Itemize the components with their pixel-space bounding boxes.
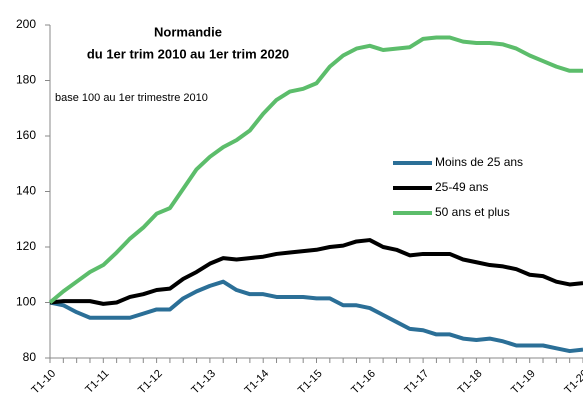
line-series <box>48 35 583 305</box>
x-tick-label: T1-19 <box>509 368 538 397</box>
chart-title: Normandie <box>154 24 222 39</box>
chart-subtitle: du 1er trim 2010 au 1er trim 2020 <box>87 46 289 61</box>
y-tick-label: 80 <box>23 350 37 364</box>
annotation: base 100 au 1er trimestre 2010 <box>55 92 208 104</box>
x-tick-label: T1-16 <box>349 368 378 397</box>
legend-label: 25-49 ans <box>435 180 488 194</box>
legend-label: Moins de 25 ans <box>435 155 523 169</box>
y-tick-label: 200 <box>16 17 36 31</box>
legend-label: 50 ans et plus <box>435 205 510 219</box>
x-tick-label: T1-15 <box>296 368 325 397</box>
x-tick-label: T1-14 <box>243 368 272 397</box>
x-tick-label: T1-17 <box>402 368 431 397</box>
x-tick-label: T1-13 <box>189 368 218 397</box>
x-tick-label: T1-11 <box>83 368 111 396</box>
line-series <box>49 279 583 354</box>
x-tick-label: T1-10 <box>29 368 58 397</box>
x-tick-label: T1-12 <box>136 368 165 397</box>
y-tick-label: 180 <box>16 73 36 87</box>
y-tick-label: 120 <box>16 239 36 253</box>
line-series <box>49 238 583 306</box>
y-tick-label: 140 <box>16 184 36 198</box>
x-tick-label: T1-20 <box>562 368 583 397</box>
x-tick-label: T1-18 <box>456 368 485 397</box>
y-tick-label: 160 <box>16 128 36 142</box>
y-tick-label: 100 <box>16 295 36 309</box>
